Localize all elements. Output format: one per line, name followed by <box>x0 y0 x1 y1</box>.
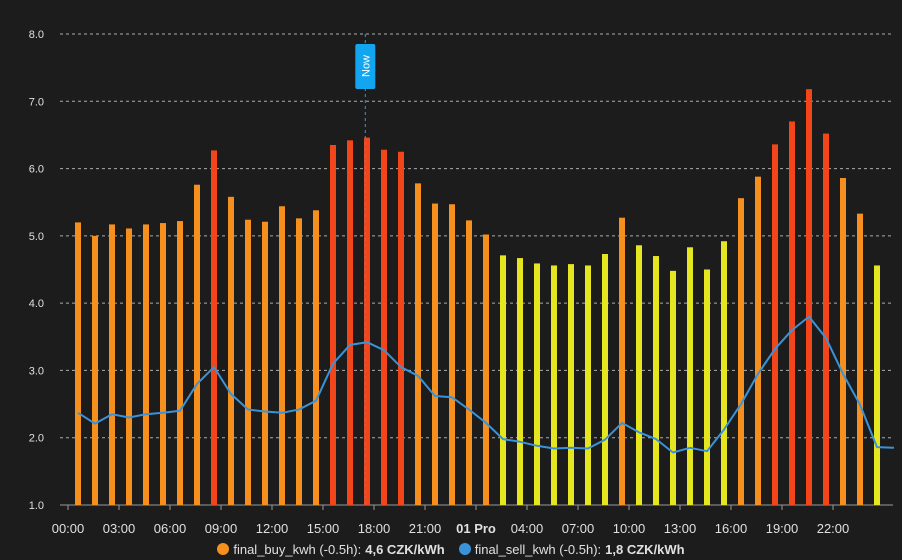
buy-bar <box>194 184 200 505</box>
y-tick-label: 6.0 <box>29 164 44 176</box>
buy-bar <box>772 144 778 505</box>
buy-bar <box>160 223 166 505</box>
x-tick-label: 12:00 <box>256 521 289 536</box>
buy-bar <box>415 183 421 506</box>
buy-bar <box>432 203 438 505</box>
buy-bar <box>840 177 846 505</box>
legend-value-sell: 1,8 CZK/kWh <box>605 541 685 557</box>
now-badge <box>355 44 376 89</box>
buy-bar <box>449 204 455 506</box>
buy-bar <box>636 245 642 505</box>
now-label: Now <box>360 55 372 77</box>
buy-bar <box>517 258 523 505</box>
x-tick-label: 15:00 <box>307 521 340 536</box>
buy-bar <box>177 221 183 505</box>
buy-bar <box>347 140 353 505</box>
buy-bar <box>500 255 506 505</box>
buy-bar <box>466 220 472 506</box>
x-tick-label: 10:00 <box>613 521 646 536</box>
legend-dot-buy <box>217 543 230 555</box>
buy-price-bars <box>75 89 880 506</box>
x-tick-label: 18:00 <box>358 521 391 536</box>
buy-bar <box>109 224 115 505</box>
buy-bar <box>721 241 727 506</box>
x-tick-label: 07:00 <box>562 521 595 536</box>
y-tick-label: 8.0 <box>29 29 44 41</box>
y-tick-label: 7.0 <box>29 96 44 108</box>
buy-bar <box>687 247 693 505</box>
legend-item-buy[interactable]: final_buy_kwh (-0.5h): 4,6 CZK/kWh <box>217 541 445 557</box>
buy-bar <box>653 256 659 505</box>
buy-bar <box>857 213 863 505</box>
x-tick-label: 19:00 <box>766 521 799 536</box>
now-marker: Now <box>355 34 376 505</box>
y-tick-label: 4.0 <box>29 298 44 310</box>
buy-bar <box>330 145 336 505</box>
sell-price-line <box>77 315 895 454</box>
buy-bar <box>398 151 404 505</box>
buy-bar <box>568 264 574 505</box>
buy-bar <box>296 218 302 505</box>
x-tick-label: 06:00 <box>154 521 187 536</box>
buy-bar <box>228 196 234 505</box>
price-chart: 8.07.06.05.04.03.02.01.0 Now 00:00 03:00 0… <box>29 29 895 536</box>
buy-bar <box>245 219 251 506</box>
legend-value-buy: 4,6 CZK/kWh <box>365 541 445 557</box>
buy-bar <box>738 198 744 506</box>
buy-bar <box>755 176 761 505</box>
legend-label-buy: final_buy_kwh (-0.5h): <box>233 541 362 557</box>
buy-bar <box>874 265 880 505</box>
buy-bar <box>126 228 132 505</box>
y-tick-label: 1.0 <box>29 500 44 512</box>
buy-bar <box>602 254 608 505</box>
buy-bar <box>381 149 387 505</box>
buy-bar <box>364 137 370 505</box>
y-tick-label: 5.0 <box>29 231 44 243</box>
buy-bar <box>585 265 591 505</box>
x-tick-label: 03:00 <box>103 521 136 536</box>
x-tick-label: 21:00 <box>409 521 442 536</box>
buy-bar <box>262 221 268 505</box>
x-tick-label: 16:00 <box>715 521 748 536</box>
legend-item-sell[interactable]: final_sell_kwh (-0.5h): 1,8 CZK/kWh <box>458 541 685 557</box>
buy-bar <box>806 89 812 505</box>
buy-bar <box>619 217 625 505</box>
buy-bar <box>313 210 319 505</box>
buy-bar <box>551 265 557 505</box>
y-axis-ticks: 8.0 7.0 6.0 5.0 4.0 3.0 2.0 1.0 <box>29 29 44 512</box>
legend-label-sell: final_sell_kwh (-0.5h): <box>474 541 602 557</box>
x-tick-label: 00:00 <box>52 521 85 536</box>
buy-bar <box>143 224 149 505</box>
legend-dot-sell <box>458 543 471 555</box>
buy-bar <box>92 235 98 505</box>
y-tick-label: 2.0 <box>29 433 44 445</box>
buy-bar <box>483 234 489 506</box>
buy-bar <box>75 222 81 505</box>
y-tick-label: 3.0 <box>29 365 44 377</box>
x-tick-label: 13:00 <box>664 521 697 536</box>
x-tick-label: 01 Pro <box>456 521 496 536</box>
buy-bar <box>823 133 829 505</box>
x-tick-label: 04:00 <box>511 521 544 536</box>
x-tick-label: 22:00 <box>817 521 850 536</box>
grid-lines <box>60 33 893 506</box>
sell-line <box>77 315 895 454</box>
buy-bar <box>670 270 676 505</box>
buy-bar <box>789 121 795 505</box>
buy-bar <box>279 206 285 505</box>
legend: final_buy_kwh (-0.5h): 4,6 CZK/kWh final… <box>0 539 902 559</box>
x-tick-label: 09:00 <box>205 521 238 536</box>
buy-bar <box>534 263 540 505</box>
buy-bar <box>211 150 217 505</box>
buy-bar <box>704 269 710 505</box>
x-axis-ticks: 00:00 03:00 06:00 09:00 12:00 15:00 18:00 21:00… <box>52 505 850 536</box>
